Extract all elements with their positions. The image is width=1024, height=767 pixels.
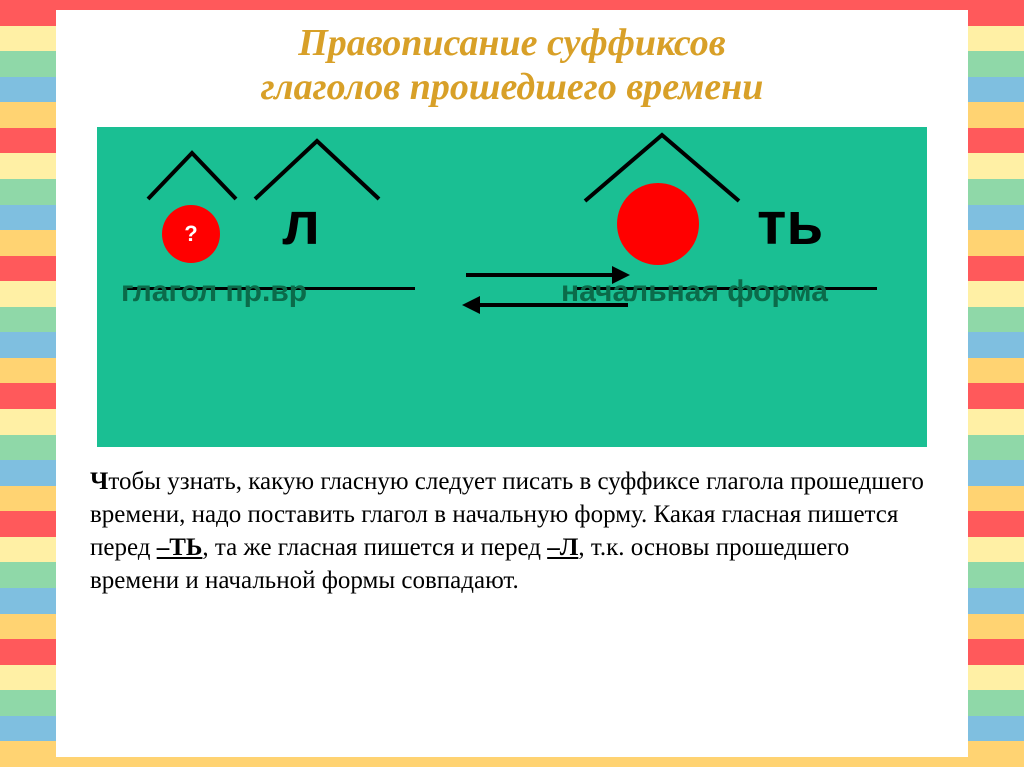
red-dot-right <box>617 183 699 265</box>
rule-lead-cap: Ч <box>90 468 108 495</box>
right-morpheme-group: ть начальная форма <box>547 127 907 317</box>
rule-paragraph: Чтобы узнать, какую гласную следует писа… <box>84 465 940 597</box>
chevron-small-left <box>142 145 242 205</box>
title-line-2: глаголов прошедшего времени <box>261 66 764 108</box>
rule-u1: –ТЬ <box>157 534 203 561</box>
caption-left: глагол пр.вр <box>121 275 307 309</box>
diagram-box: ? л глагол пр.вр ть начальная форма <box>97 127 927 447</box>
slide-title: Правописание суффиксов глаголов прошедше… <box>84 22 940 109</box>
arrow-bottom-head <box>462 296 480 314</box>
caption-right: начальная форма <box>561 275 828 309</box>
suffix-L: л <box>282 189 320 258</box>
rule-p2: , та же гласная пишется и перед <box>202 534 547 561</box>
question-dot: ? <box>162 205 220 263</box>
suffix-TJ: ть <box>757 189 823 258</box>
question-mark: ? <box>184 221 197 247</box>
slide-panel: Правописание суффиксов глаголов прошедше… <box>56 10 968 757</box>
left-morpheme-group: ? л глагол пр.вр <box>97 127 477 317</box>
title-line-1: Правописание суффиксов <box>298 22 726 64</box>
rule-u2: –Л <box>547 534 578 561</box>
